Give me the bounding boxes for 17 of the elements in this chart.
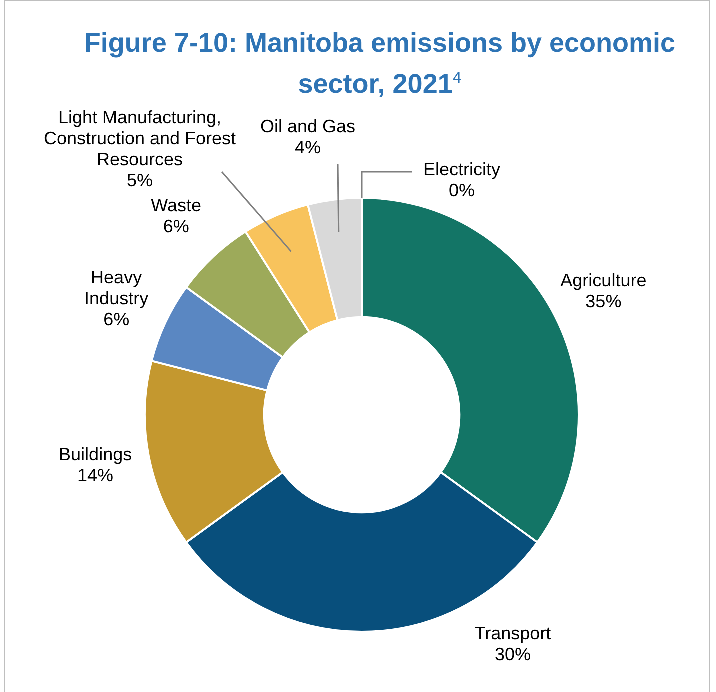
data-label: 35% xyxy=(586,291,622,312)
slice-label: Light Manufacturing, Construction and Forest Resources xyxy=(44,107,236,170)
data-label: 6% xyxy=(163,216,190,237)
data-label: 30% xyxy=(494,644,532,664)
slice-label: Oil and Gas xyxy=(260,116,356,136)
text: 0% xyxy=(448,180,476,200)
data-label: 6% xyxy=(104,309,130,330)
data-label: 14% xyxy=(78,465,114,486)
slice-label: Heavy Industry xyxy=(84,267,149,308)
slice-label: Transport xyxy=(474,623,552,644)
slice-label: Buildings xyxy=(59,444,132,464)
category-label: Electricity xyxy=(423,159,501,180)
data-label: 4% xyxy=(294,137,322,158)
data-label: 5% xyxy=(126,170,154,190)
slice-label: Waste xyxy=(151,196,202,216)
chart-title: Figure 7-10: Manitoba emissions by economic sector, 2021$^{4}$ xyxy=(83,27,677,101)
slice-label: Agriculture xyxy=(560,270,647,290)
